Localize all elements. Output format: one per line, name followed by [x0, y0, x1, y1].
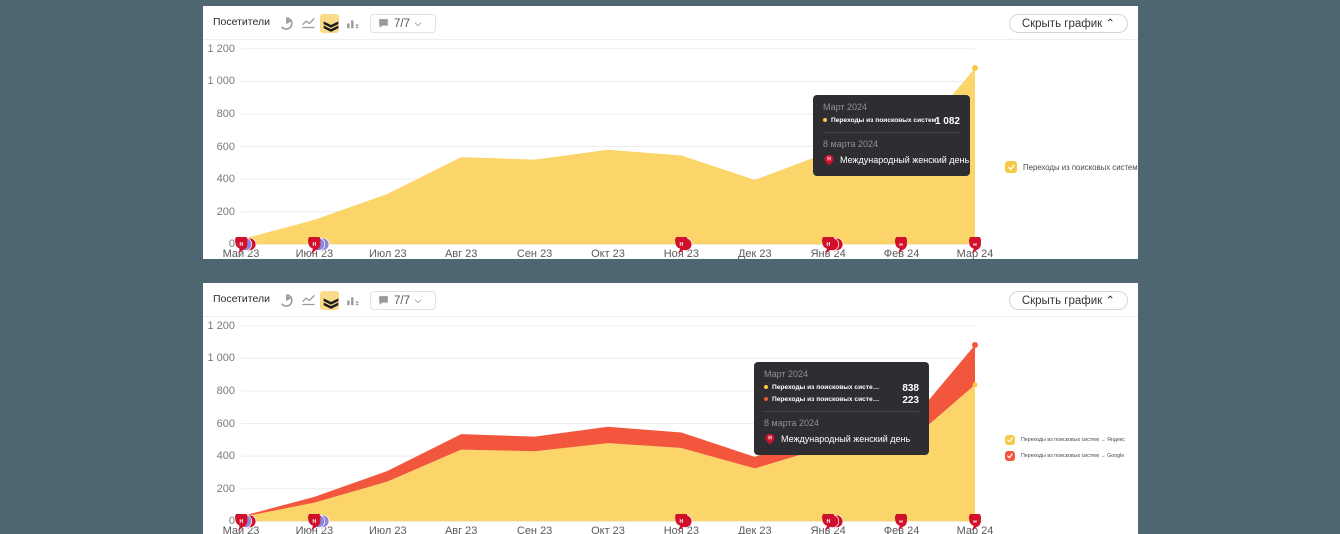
svg-text:H: H: [973, 519, 977, 525]
svg-text:H: H: [680, 242, 684, 248]
svg-text:H: H: [900, 519, 904, 525]
svg-text:H: H: [313, 519, 317, 525]
svg-text:H: H: [239, 242, 243, 248]
svg-text:H: H: [827, 156, 831, 162]
svg-text:H: H: [313, 242, 317, 248]
svg-text:H: H: [826, 242, 830, 248]
svg-text:H: H: [680, 519, 684, 525]
svg-text:H: H: [900, 242, 904, 248]
svg-text:H: H: [973, 242, 977, 248]
svg-text:H: H: [239, 519, 243, 525]
svg-text:H: H: [826, 519, 830, 525]
svg-text:H: H: [768, 435, 772, 441]
